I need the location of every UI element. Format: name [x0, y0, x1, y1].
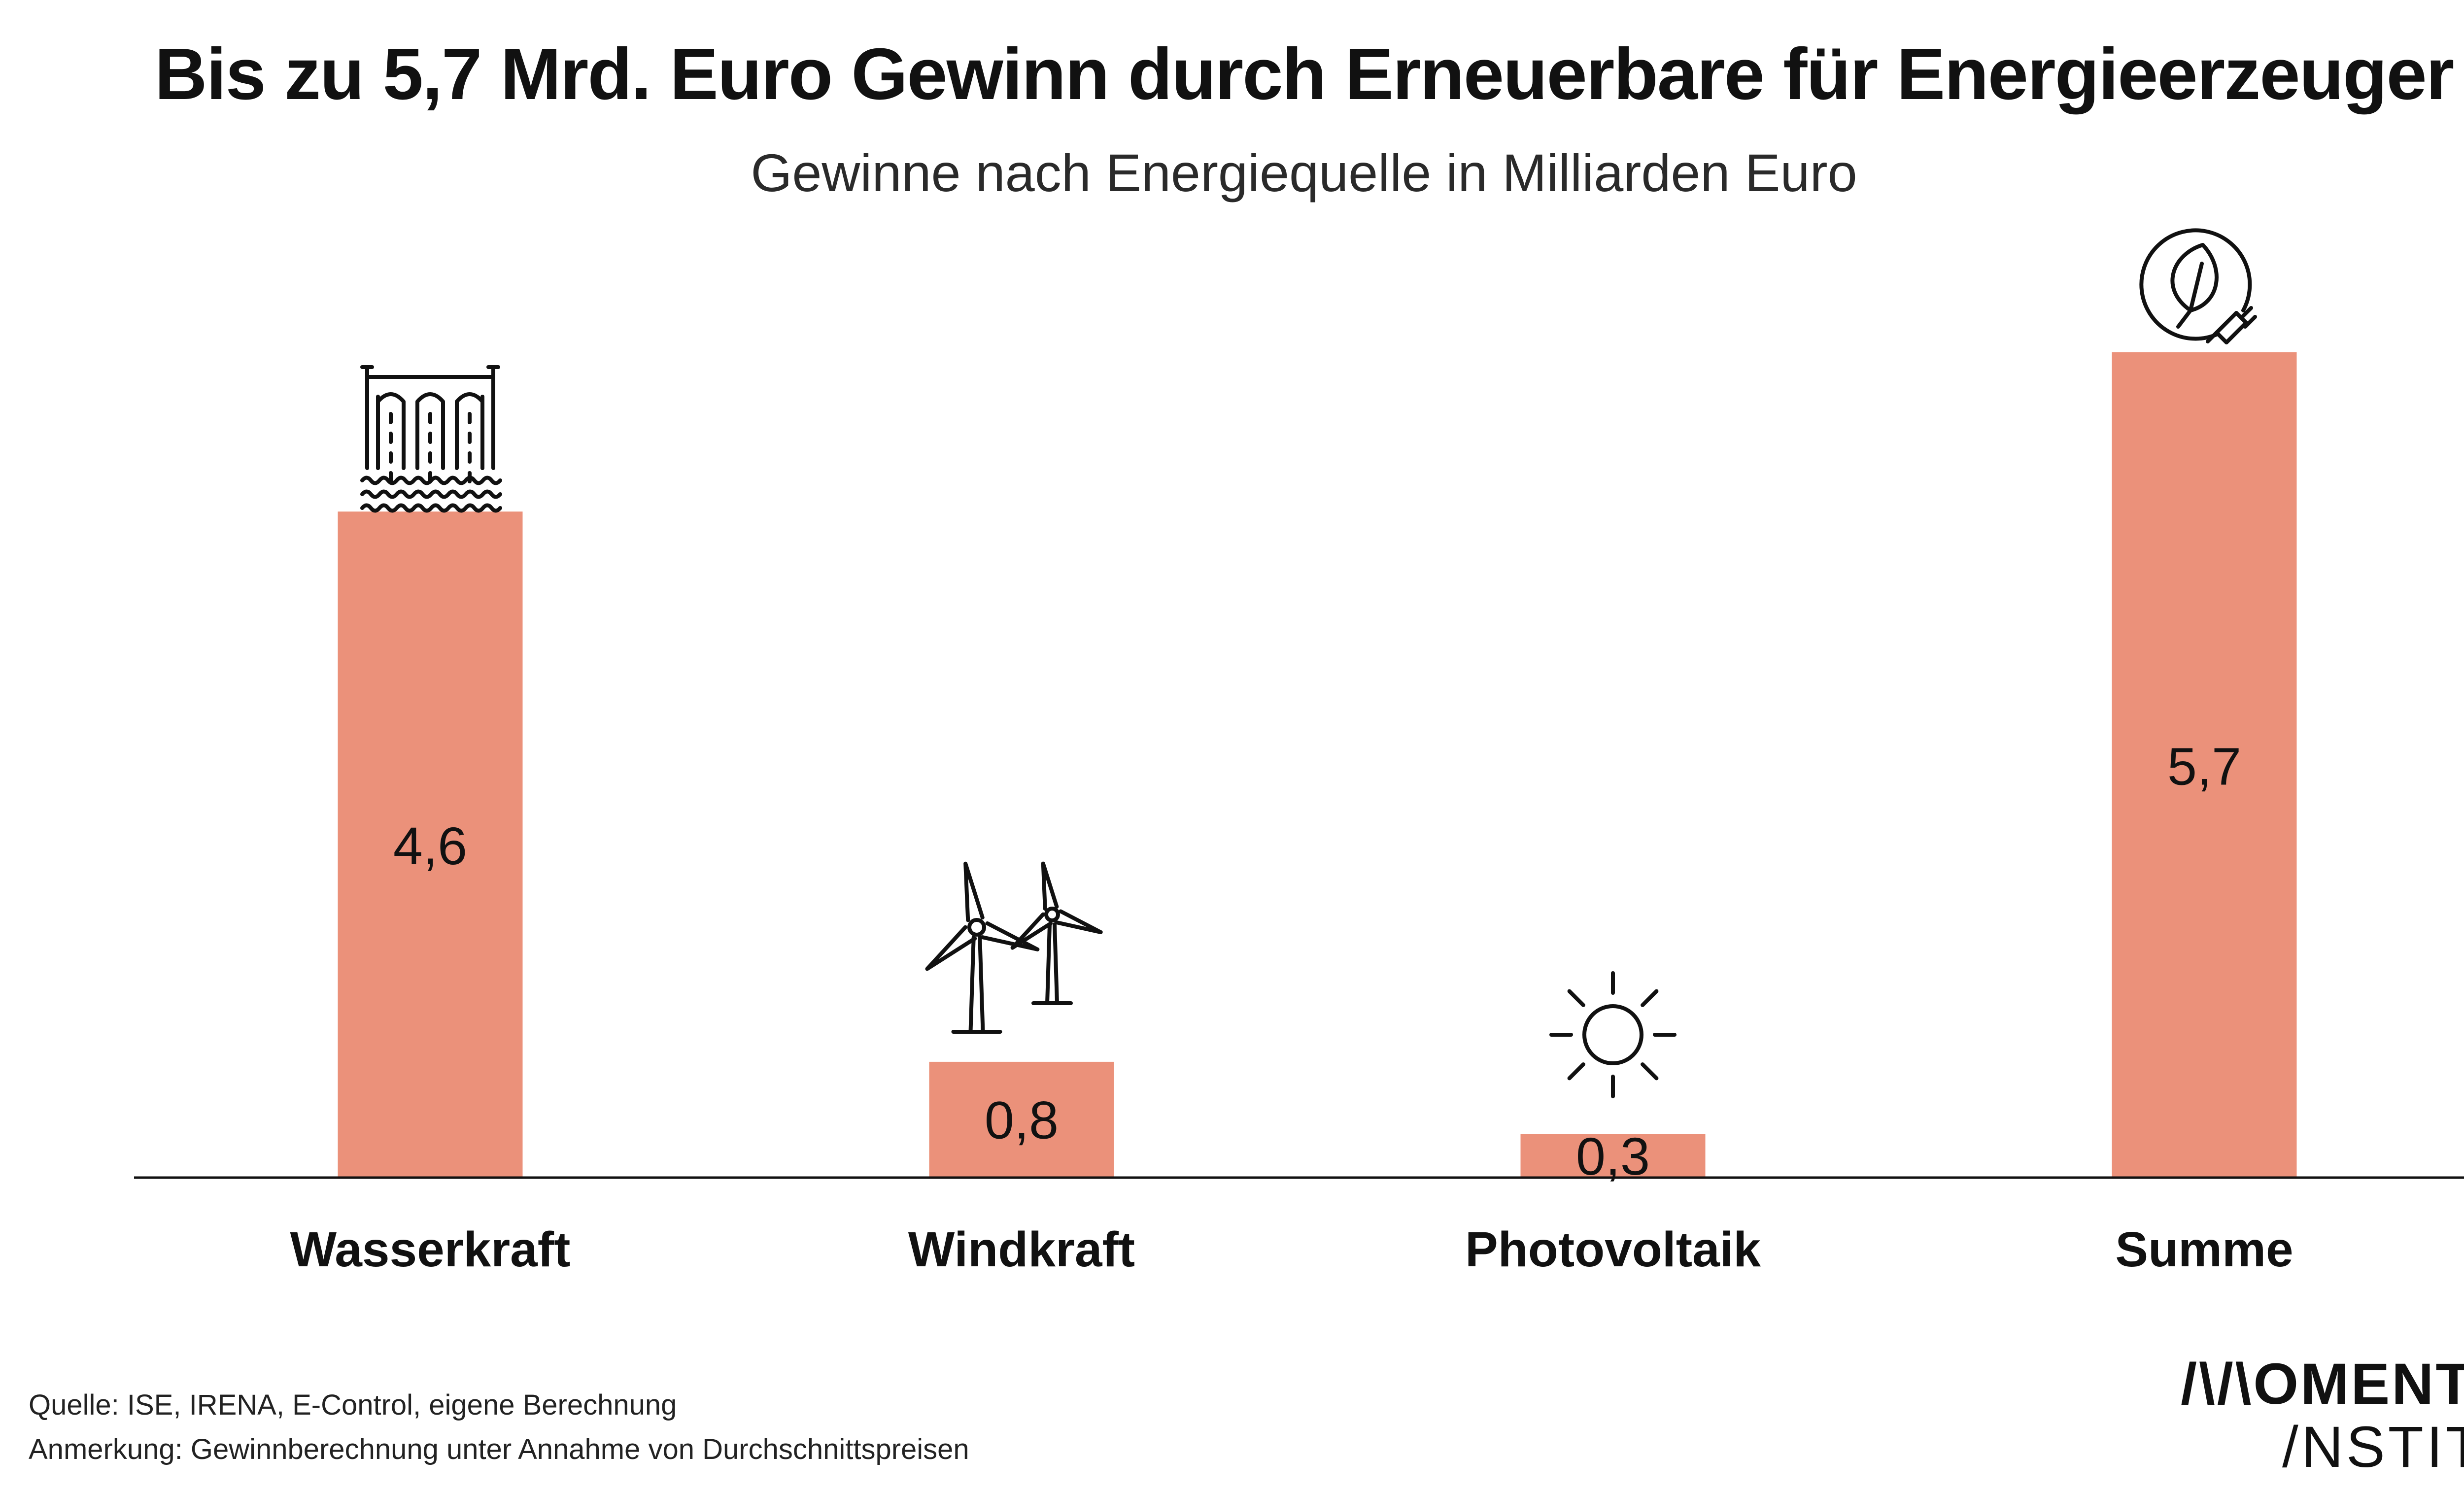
wind-turbine-icon: [925, 861, 1103, 1034]
leaf-plug-icon: [2139, 228, 2257, 344]
logo-momentum: /\/\OMENTUM: [2181, 1352, 2464, 1417]
hydro-dam-icon: [360, 365, 502, 513]
bar-photovoltaik: [1520, 1134, 1706, 1178]
bar-wasserkraft: [338, 511, 523, 1178]
value-label-photovoltaik: 0,3: [1576, 1126, 1650, 1186]
sun-icon: [1549, 971, 1677, 1098]
source-note: Quelle: ISE, IRENA, E-Control, eigene Be…: [29, 1389, 677, 1421]
bar-summe: [2112, 352, 2297, 1178]
category-label-photovoltaik: Photovoltaik: [1465, 1222, 1761, 1277]
chart-subtitle: Gewinne nach Energiequelle in Milliarden…: [751, 143, 1857, 203]
logo-institut: /NSTITUT: [2282, 1415, 2464, 1480]
category-label-summe: Summe: [2115, 1222, 2293, 1277]
value-label-windkraft: 0,8: [985, 1090, 1059, 1150]
value-label-wasserkraft: 4,6: [393, 816, 467, 876]
bar-windkraft: [929, 1061, 1114, 1178]
category-label-wasserkraft: Wasserkraft: [290, 1222, 571, 1277]
chart-title: Bis zu 5,7 Mrd. Euro Gewinn durch Erneue…: [154, 34, 2455, 115]
bar-chart: 4,6 Wasserkraft 0,8 Windkraft 0,3 Photovoltai…: [134, 228, 2464, 1277]
remark-note: Anmerkung: Gewinnberechnung unter Annahm…: [29, 1433, 969, 1465]
category-label-windkraft: Windkraft: [908, 1222, 1135, 1277]
value-label-summe: 5,7: [2167, 737, 2241, 796]
